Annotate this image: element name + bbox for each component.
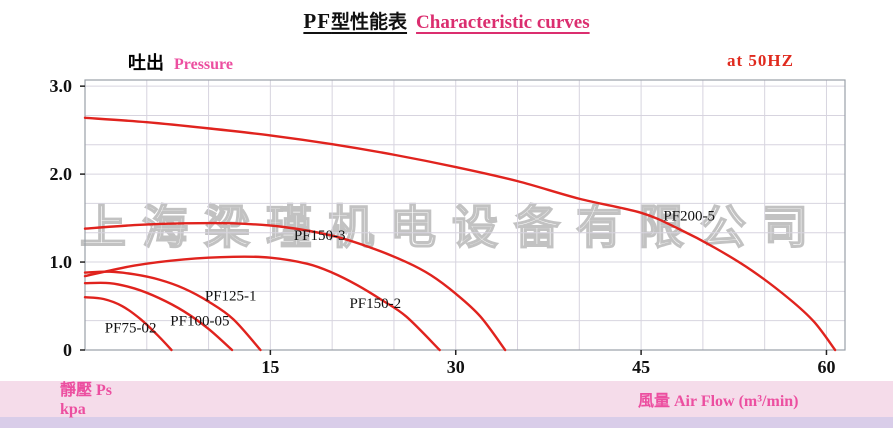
curve-label-PF100-05: PF100-05 [170,313,229,329]
frequency-note: at 50HZ [727,51,794,70]
plot-border [84,79,846,351]
y-tick-label: 2.0 [50,164,73,184]
x-tick-label: 30 [447,357,465,377]
x-tick-label: 15 [261,357,279,377]
curve-PF150-2 [83,255,441,352]
y-axis-unit-line2: kpa [60,401,86,418]
x-tick-label: 60 [817,357,835,377]
title-en: Characteristic curves [416,12,590,33]
y-axis-unit-line1: 靜壓 Ps [60,382,113,399]
footer-band-pink [0,381,893,417]
y-axis-header-en: Pressure [174,56,233,73]
footer-band-purple [0,417,893,428]
curve-label-PF75-02: PF75-02 [105,320,157,336]
curve-label-PF200-5: PF200-5 [663,209,715,225]
curve-label-PF150-3: PF150-3 [294,228,346,244]
curve-label-PF150-2: PF150-2 [349,296,401,312]
curve-PF75-02 [83,296,173,352]
y-tick-label: 1.0 [50,252,73,272]
y-axis-header-zh: 吐出 [128,53,164,73]
curve-PF200-5 [83,116,837,352]
y-tick-label: 0 [63,340,72,360]
curve-PF125-1 [83,270,262,352]
y-axis-header: 吐出 Pressure [128,49,233,75]
curve-PF100-05 [83,281,234,352]
chart-title: PF型性能表 Characteristic curves [0,7,893,34]
y-axis-unit-label: 靜壓 Ps kpa [60,381,112,419]
curve-PF150-3 [83,221,507,352]
x-axis-label: 風量 Air Flow (m³/min) [638,393,799,410]
y-tick-label: 3.0 [50,76,73,96]
title-pf: PF [303,9,332,33]
title-zh: 型性能表 [331,12,408,33]
x-tick-label: 45 [632,357,650,377]
curve-label-PF125-1: PF125-1 [205,289,257,305]
watermark-text: 上海梁瑾机电设备有限公司 [79,199,824,255]
